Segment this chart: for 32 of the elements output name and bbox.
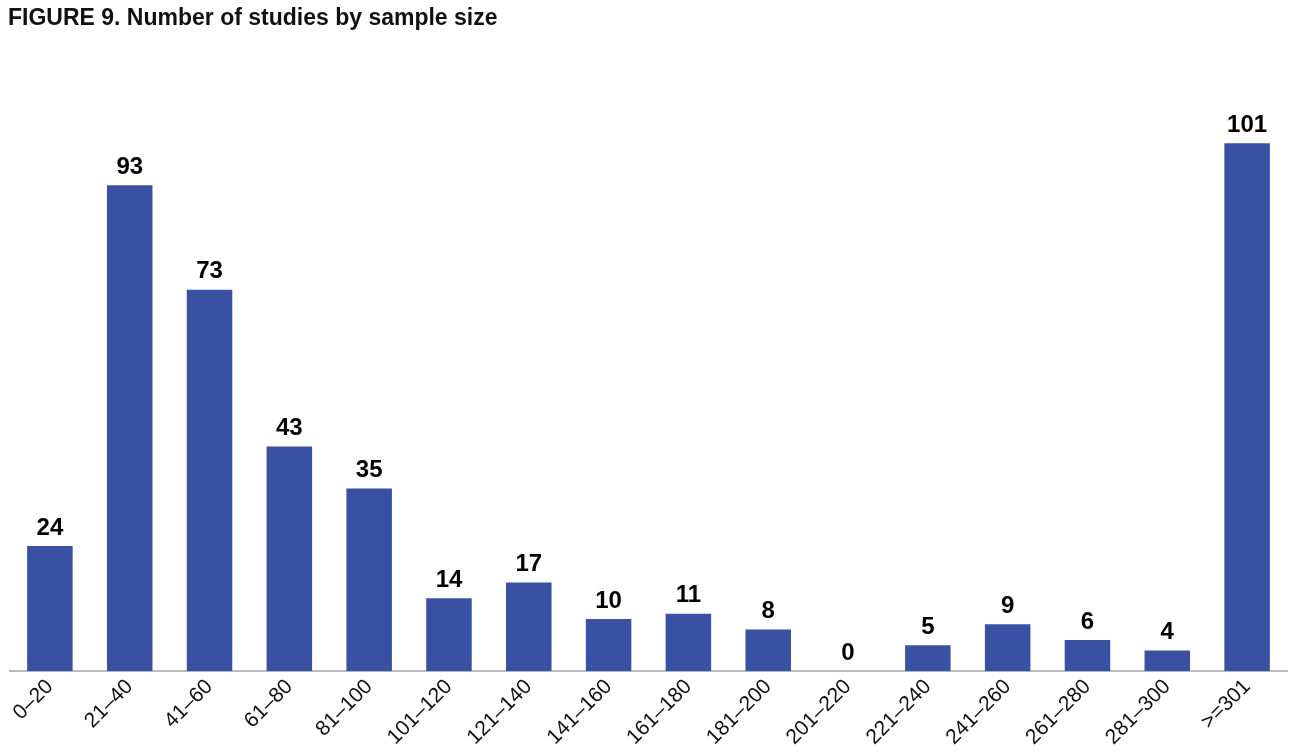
data-label: 35 [355,455,383,483]
bar [1064,640,1111,672]
data-label: 4 [1160,617,1175,645]
bar [106,185,153,672]
data-label: 17 [515,549,543,577]
data-label: 6 [1080,606,1095,634]
bar [266,446,313,672]
data-label: 10 [595,585,622,613]
data-label: 93 [116,151,144,179]
bar [745,629,791,672]
data-label: 73 [196,256,223,284]
bar [27,545,73,672]
bar [506,582,552,672]
data-label: 0 [841,638,855,665]
bar [665,613,712,672]
data-label: 101 [1227,109,1268,137]
bar [905,645,951,672]
chart-title: FIGURE 9. Number of studies by sample size [8,4,498,31]
data-label: 9 [1000,590,1015,618]
bar [1224,143,1270,672]
data-label: 14 [435,564,463,592]
data-label: 8 [761,596,775,624]
data-label: 11 [675,580,702,608]
bar [426,598,472,672]
data-label: 24 [36,512,64,540]
bar [186,289,233,672]
bar [984,624,1031,672]
bar [585,619,632,672]
bar [346,488,392,672]
data-label: 5 [921,611,935,639]
bar [1144,650,1191,672]
data-label: 43 [275,413,303,441]
